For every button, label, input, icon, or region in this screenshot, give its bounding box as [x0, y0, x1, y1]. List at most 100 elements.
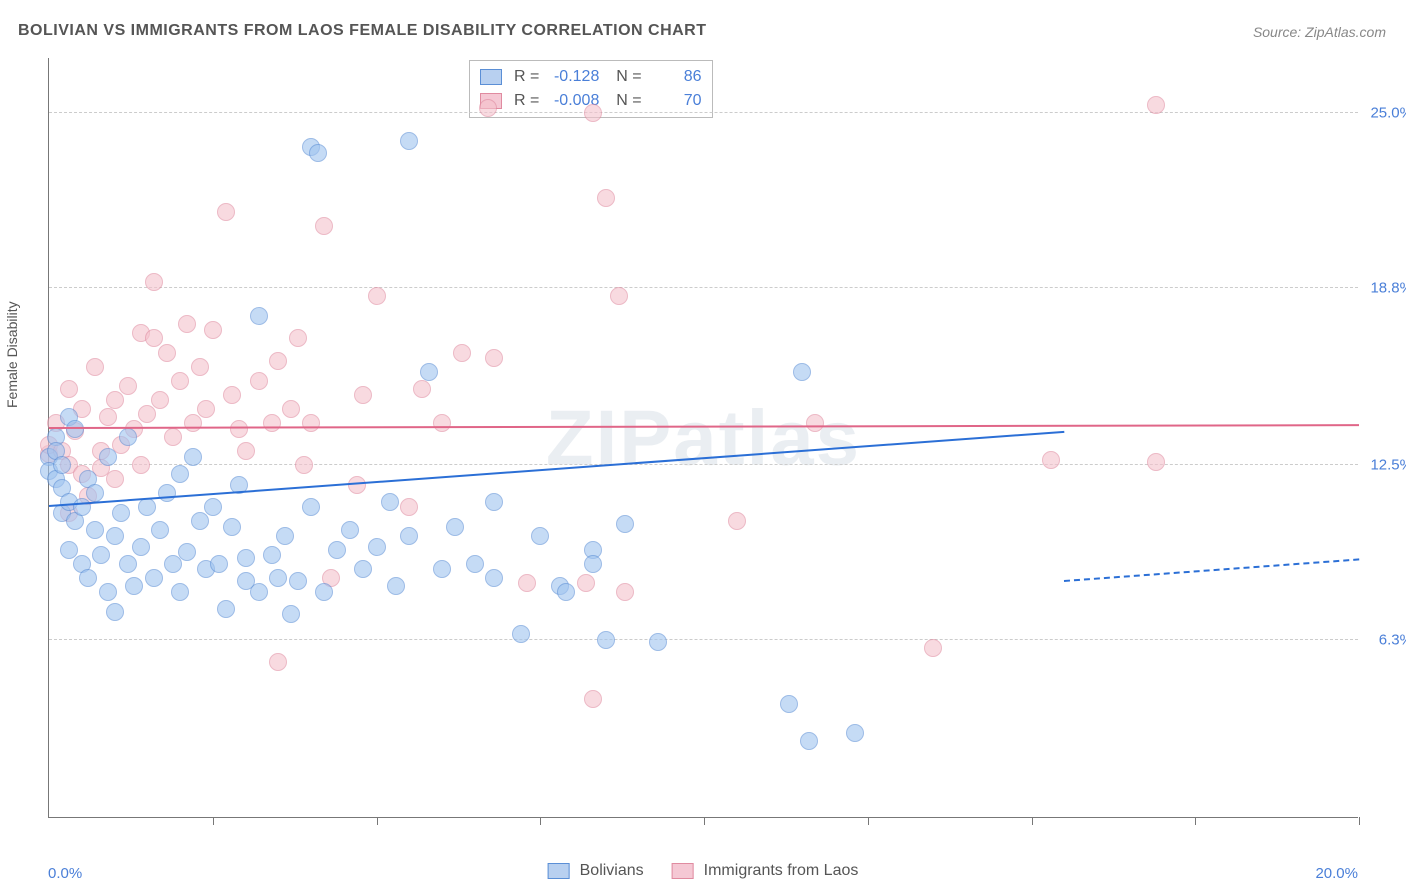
- data-point: [53, 456, 71, 474]
- data-point: [400, 498, 418, 516]
- y-tick-label: 12.5%: [1370, 457, 1406, 474]
- data-point: [400, 132, 418, 150]
- n-value-laos: 70: [650, 89, 702, 113]
- data-point: [276, 527, 294, 545]
- data-point: [86, 358, 104, 376]
- data-point: [125, 577, 143, 595]
- data-point: [204, 321, 222, 339]
- swatch-blue-icon: [548, 863, 570, 879]
- data-point: [400, 527, 418, 545]
- data-point: [99, 583, 117, 601]
- data-point: [119, 428, 137, 446]
- r-label: R =: [514, 65, 539, 89]
- data-point: [106, 527, 124, 545]
- data-point: [328, 541, 346, 559]
- gridline: [49, 287, 1358, 288]
- data-point: [518, 574, 536, 592]
- data-point: [79, 569, 97, 587]
- data-point: [315, 583, 333, 601]
- data-point: [237, 549, 255, 567]
- data-point: [250, 583, 268, 601]
- legend-label-bolivians: Bolivians: [580, 862, 644, 880]
- data-point: [210, 555, 228, 573]
- data-point: [309, 144, 327, 162]
- data-point: [289, 572, 307, 590]
- data-point: [354, 560, 372, 578]
- data-point: [302, 414, 320, 432]
- data-point: [269, 653, 287, 671]
- data-point: [151, 521, 169, 539]
- data-point: [92, 546, 110, 564]
- data-point: [171, 372, 189, 390]
- data-point: [106, 391, 124, 409]
- data-point: [171, 465, 189, 483]
- gridline: [49, 639, 1358, 640]
- data-point: [315, 217, 333, 235]
- data-point: [584, 555, 602, 573]
- y-tick-label: 6.3%: [1379, 631, 1406, 648]
- data-point: [531, 527, 549, 545]
- data-point: [132, 538, 150, 556]
- data-point: [151, 391, 169, 409]
- data-point: [381, 493, 399, 511]
- watermark-text: ZIPatlas: [546, 392, 861, 483]
- data-point: [485, 569, 503, 587]
- data-point: [446, 518, 464, 536]
- data-point: [616, 515, 634, 533]
- data-point: [178, 315, 196, 333]
- legend-label-laos: Immigrants from Laos: [704, 862, 859, 880]
- data-point: [453, 344, 471, 362]
- data-point: [806, 414, 824, 432]
- data-point: [204, 498, 222, 516]
- data-point: [466, 555, 484, 573]
- x-tick: [704, 817, 705, 825]
- data-point: [610, 287, 628, 305]
- data-point: [597, 189, 615, 207]
- data-point: [780, 695, 798, 713]
- data-point: [250, 307, 268, 325]
- data-point: [145, 569, 163, 587]
- data-point: [86, 484, 104, 502]
- data-point: [73, 498, 91, 516]
- data-point: [584, 104, 602, 122]
- data-point: [223, 386, 241, 404]
- data-point: [119, 377, 137, 395]
- x-tick: [377, 817, 378, 825]
- trend-line: [49, 431, 1064, 507]
- source-label: Source: ZipAtlas.com: [1253, 24, 1386, 40]
- data-point: [557, 583, 575, 601]
- y-axis-title: Female Disability: [4, 301, 20, 408]
- data-point: [846, 724, 864, 742]
- x-tick: [1359, 817, 1360, 825]
- n-label: N =: [607, 89, 641, 113]
- data-point: [191, 512, 209, 530]
- data-point: [597, 631, 615, 649]
- data-point: [119, 555, 137, 573]
- data-point: [250, 372, 268, 390]
- data-point: [60, 380, 78, 398]
- r-label: R =: [514, 89, 539, 113]
- data-point: [793, 363, 811, 381]
- data-point: [217, 203, 235, 221]
- x-tick: [1032, 817, 1033, 825]
- data-point: [433, 414, 451, 432]
- r-value-bolivians: -0.128: [547, 65, 599, 89]
- chart-title: BOLIVIAN VS IMMIGRANTS FROM LAOS FEMALE …: [18, 22, 707, 40]
- data-point: [420, 363, 438, 381]
- data-point: [171, 583, 189, 601]
- data-point: [433, 560, 451, 578]
- data-point: [924, 639, 942, 657]
- data-point: [387, 577, 405, 595]
- x-axis-max-label: 20.0%: [1315, 865, 1358, 882]
- data-point: [158, 484, 176, 502]
- data-point: [223, 518, 241, 536]
- data-point: [263, 414, 281, 432]
- data-point: [485, 349, 503, 367]
- data-point: [217, 600, 235, 618]
- n-value-bolivians: 86: [650, 65, 702, 89]
- swatch-blue-icon: [480, 69, 502, 85]
- data-point: [282, 400, 300, 418]
- data-point: [138, 498, 156, 516]
- data-point: [649, 633, 667, 651]
- data-point: [368, 287, 386, 305]
